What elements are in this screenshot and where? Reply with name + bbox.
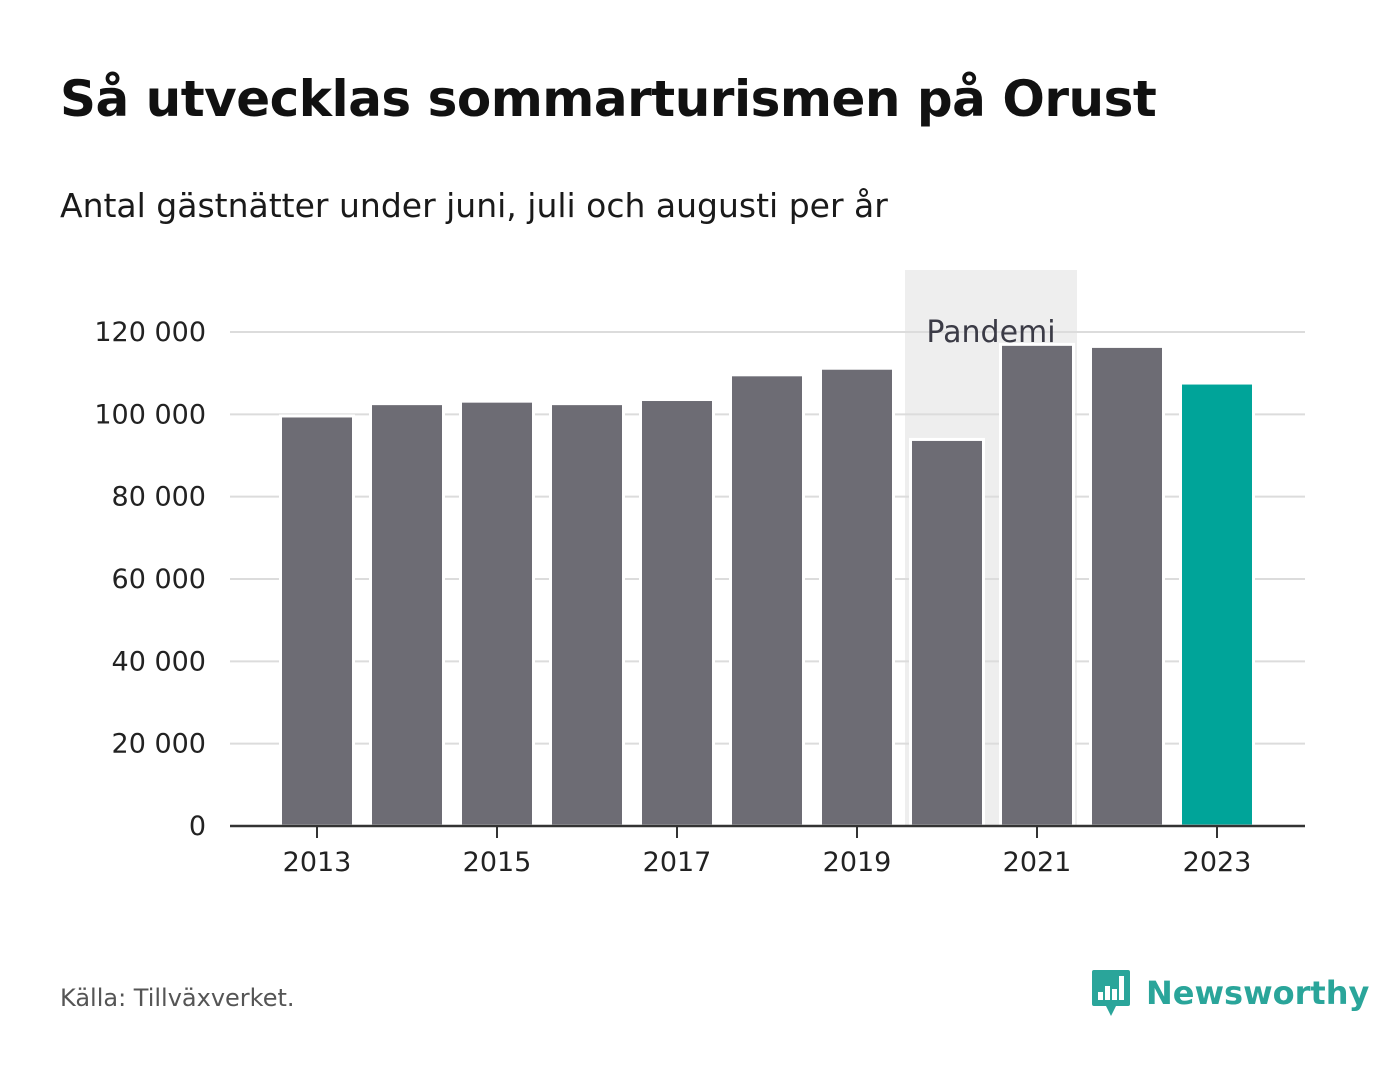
annotation-label: Pandemi xyxy=(926,315,1055,350)
bar-2014 xyxy=(369,402,445,828)
chart-subtitle: Antal gästnätter under juni, juli och au… xyxy=(60,186,888,225)
x-tick-label: 2015 xyxy=(463,847,532,878)
y-tick-label: 60 000 xyxy=(112,564,206,595)
bar-2023 xyxy=(1179,381,1255,828)
y-tick-label: 0 xyxy=(189,811,206,842)
source-note: Källa: Tillväxverket. xyxy=(60,984,295,1012)
bar-2016 xyxy=(549,402,625,828)
y-tick-label: 100 000 xyxy=(94,399,206,430)
bar-2021 xyxy=(999,342,1075,828)
chart-title: Så utvecklas sommarturismen på Orust xyxy=(60,70,1157,128)
x-tick-label: 2019 xyxy=(823,847,892,878)
x-tick-label: 2013 xyxy=(283,847,352,878)
bar-2015 xyxy=(459,399,535,828)
y-tick-label: 20 000 xyxy=(112,729,206,760)
y-tick-label: 40 000 xyxy=(112,646,206,677)
bar-2019 xyxy=(819,366,895,828)
newsworthy-logo-icon xyxy=(1092,970,1130,1016)
bar-2018 xyxy=(729,373,805,828)
bar-chart: 0 20 000 40 000 60 000 80 000 100 000 120 000 P… xyxy=(94,270,1305,878)
y-tick-label: 120 000 xyxy=(94,317,206,348)
x-tick-label: 2023 xyxy=(1183,847,1252,878)
bar-2017 xyxy=(639,398,715,828)
brand-name: Newsworthy xyxy=(1146,974,1370,1012)
x-tick-label: 2017 xyxy=(643,847,712,878)
bar-2020 xyxy=(909,437,985,828)
bar-2022 xyxy=(1089,344,1165,828)
bar-2013 xyxy=(279,414,355,828)
y-tick-label: 80 000 xyxy=(112,482,206,513)
brand-logo: Newsworthy xyxy=(1090,968,1369,1018)
x-tick-label: 2021 xyxy=(1003,847,1072,878)
